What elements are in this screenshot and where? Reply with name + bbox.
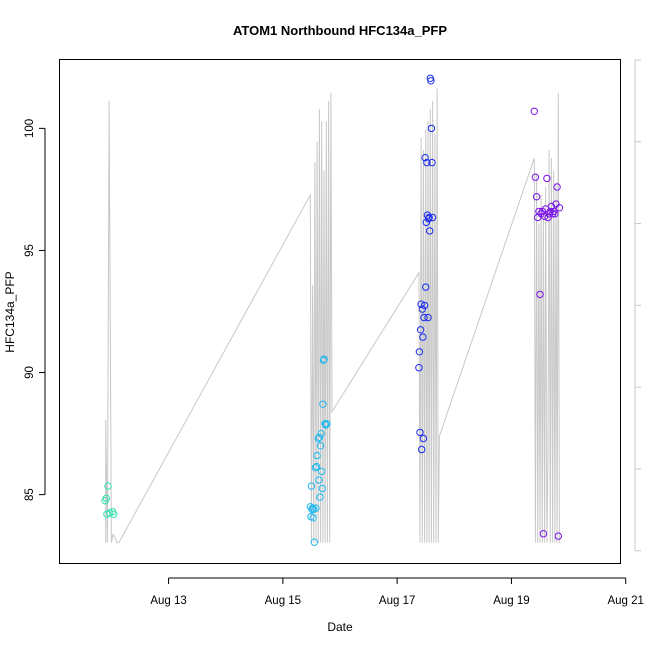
altitude-series (105, 88, 560, 544)
x-tick-label: Aug 13 (150, 595, 186, 607)
y-tick-label: 95 (24, 244, 36, 257)
data-point (312, 504, 320, 512)
data-point (309, 514, 317, 522)
data-point (428, 158, 436, 167)
data-point (418, 445, 426, 454)
y2-tick-label: 4000 (647, 374, 650, 400)
data-point (530, 107, 538, 116)
y-tick-label: 85 (24, 488, 36, 501)
data-point (427, 77, 435, 85)
y-tick-label: 100 (24, 119, 36, 138)
data-point (307, 482, 316, 490)
data-point (544, 213, 552, 222)
data-point (319, 400, 327, 408)
x-tick-label: Aug 17 (379, 595, 415, 607)
data-point (420, 301, 429, 310)
data-point (318, 484, 326, 493)
data-point (318, 467, 326, 476)
data-point (555, 204, 564, 212)
data-point (531, 173, 540, 181)
data-point (322, 421, 330, 429)
y-axis-label: HFC134a_PFP (3, 271, 17, 352)
y2-tick-label: 10000 (647, 126, 650, 158)
data-point (535, 207, 543, 216)
data-point (308, 504, 317, 512)
data-point (110, 510, 118, 518)
y2-tick-label: 6000 (647, 293, 650, 319)
series-3 (415, 74, 437, 454)
data-point (539, 530, 548, 538)
data-point (424, 313, 432, 322)
plot-frame (59, 59, 621, 564)
altitude-line (105, 88, 560, 544)
data-point (317, 429, 325, 438)
x-axis: Aug 13 Aug 15 Aug 17 Aug 19 Aug 21 (150, 577, 644, 607)
data-point (415, 348, 424, 356)
data-point (419, 333, 427, 341)
data-point (416, 428, 424, 437)
y-tick-label: 90 (24, 366, 36, 379)
data-point (310, 538, 318, 546)
x-tick-label: Aug 21 (607, 595, 643, 607)
series-2 (306, 355, 331, 546)
data-point (532, 193, 541, 201)
data-point (426, 227, 434, 235)
data-point (536, 290, 544, 299)
data-point (311, 464, 320, 472)
data-point (417, 300, 425, 308)
data-point (543, 174, 551, 183)
data-point (554, 532, 562, 540)
y2-tick-label: 0 (647, 547, 650, 553)
y2-tick-label: 12000 (647, 44, 650, 76)
data-points (101, 74, 564, 546)
data-point (320, 355, 328, 363)
data-point (316, 442, 325, 450)
data-point (416, 326, 425, 334)
data-point (427, 124, 436, 133)
chart-title: ATOM1 Northbound HFC134a_PFP (233, 23, 447, 38)
x-axis-label: Date (327, 620, 353, 634)
data-point (418, 305, 426, 313)
data-point (316, 493, 324, 501)
y2-tick-label: 2000 (647, 456, 650, 482)
data-point (421, 154, 429, 162)
data-point (315, 433, 324, 441)
data-point (428, 213, 437, 222)
y2-axis: 0 2000 4000 6000 8000 10000 12000 (634, 44, 650, 554)
data-point (425, 213, 433, 222)
data-point (553, 183, 561, 191)
y2-tick-label: 8000 (647, 211, 650, 237)
data-point (102, 494, 111, 502)
data-point (312, 462, 321, 471)
data-point (422, 283, 430, 291)
data-point (546, 207, 554, 216)
series-4 (530, 107, 564, 540)
data-point (551, 210, 559, 218)
data-point (415, 364, 423, 372)
data-point (104, 482, 112, 490)
y-axis: 85 90 95 100 (24, 119, 46, 501)
data-point (420, 313, 428, 322)
x-tick-label: Aug 19 (493, 595, 529, 607)
data-point (313, 451, 321, 460)
data-point (323, 420, 331, 428)
series-1 (101, 482, 118, 518)
data-point (534, 213, 542, 222)
data-point (315, 476, 323, 484)
data-point (419, 434, 428, 443)
x-tick-label: Aug 15 (265, 595, 301, 607)
data-point (423, 158, 431, 167)
